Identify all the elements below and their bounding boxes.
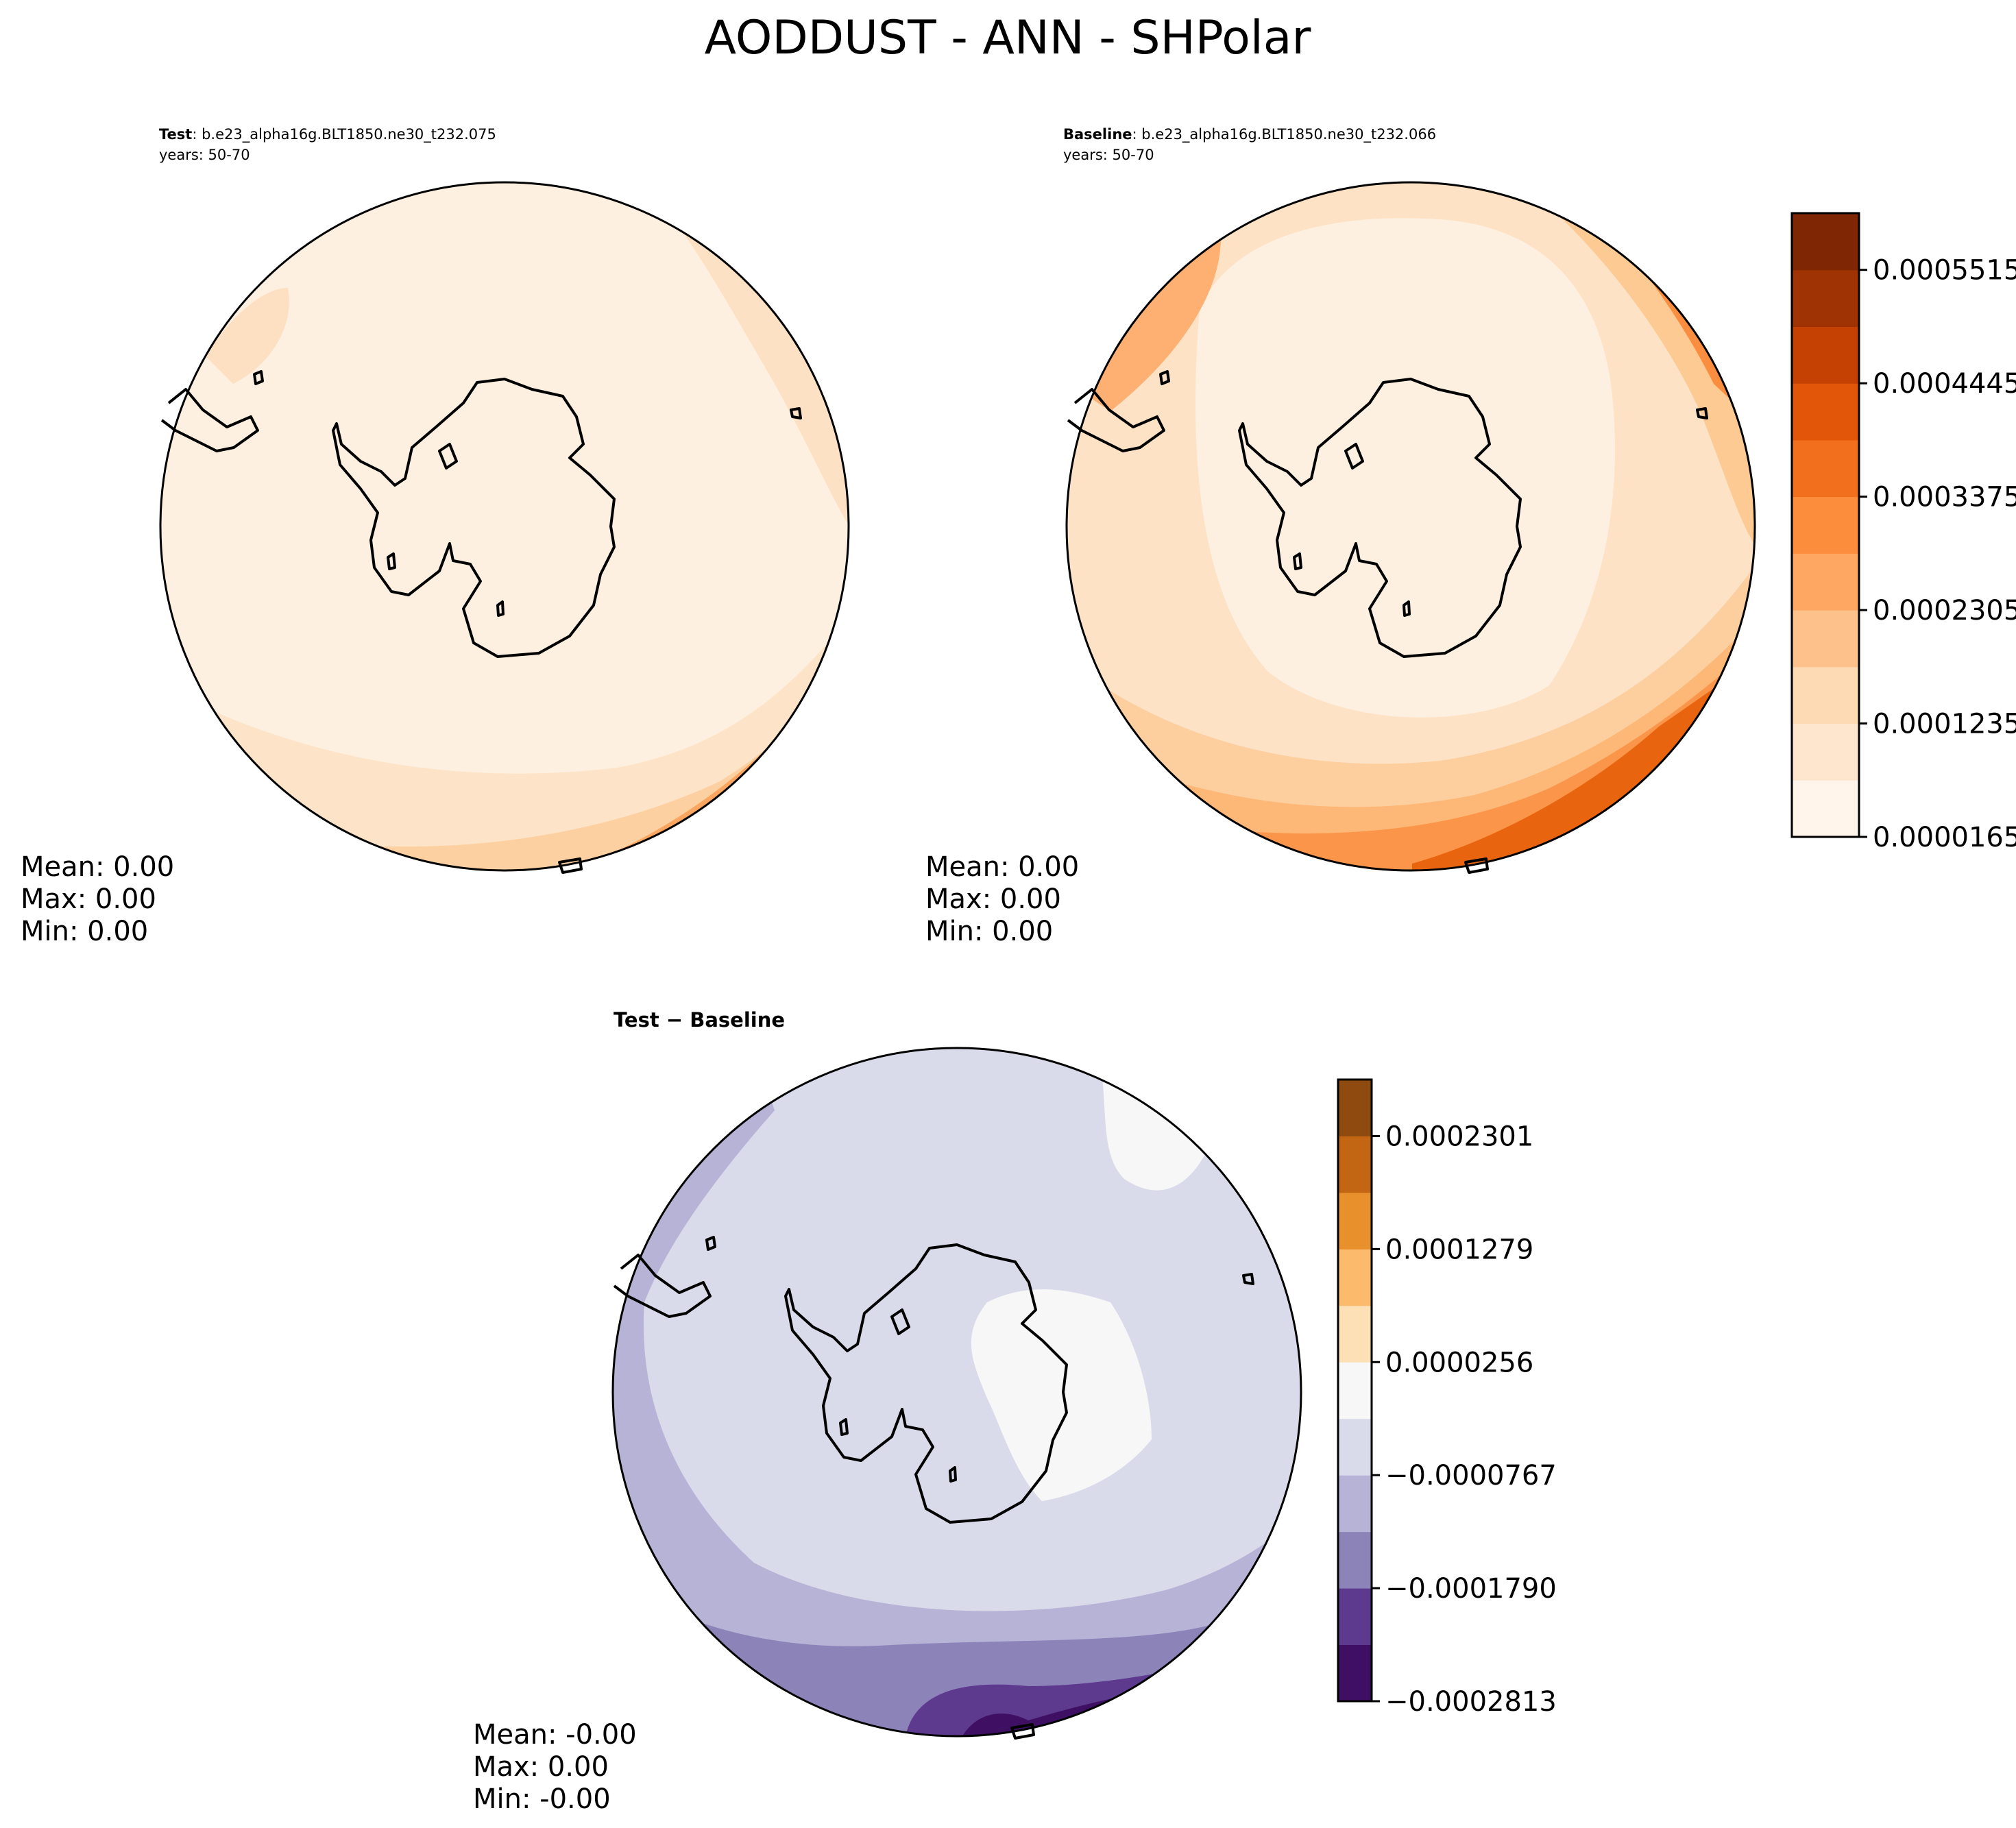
baseline-max: Max: 0.00 [925,883,1061,915]
colorbar-band [1338,1249,1372,1306]
colorbar-band [1792,383,1859,441]
baseline-min: Min: 0.00 [925,916,1053,947]
diff-title-baseline: Baseline [690,1008,785,1032]
test-contour-band [775,182,849,274]
diff-min: Min: -0.00 [473,1783,611,1815]
diff-contour-band [971,1289,1152,1501]
colorbar-band [1792,496,1859,554]
baseline-panel: Baseline: b.e23_alpha16g.BLT1850.ne30_t2… [925,126,1756,947]
baseline-contour-band [1666,182,1755,274]
colorbar-band [1338,1475,1372,1533]
colorbar-band [1792,326,1859,384]
colorbar-tick-label: 0.0000256 [1385,1347,1533,1378]
diff-colorbar-frame [1337,1078,1373,1703]
colorbar-band [1792,269,1859,327]
colorbar-tick-label: 0.0002301 [1385,1121,1533,1152]
colorbar-tick-label: −0.0002813 [1385,1686,1557,1718]
baseline-separator: : [1132,126,1142,143]
test-panel-title: Test: b.e23_alpha16g.BLT1850.ne30_t232.0… [159,126,496,143]
colorbar-band [1338,1362,1372,1419]
diff-colorbar: −0.0002813 −0.0001790 −0.0000767 0.0000256 0… [1337,1078,1557,1718]
diff-map [611,1047,1302,1740]
diff-map-boundary [611,1047,1302,1738]
baseline-map [1065,181,1756,874]
colorbar-tick-label: 0.0003375 [1873,482,2016,513]
colorbar-band [1338,1644,1372,1702]
baseline-label: Baseline [1063,126,1132,143]
diff-colorbar-bands [1338,1080,1372,1702]
colorbar-tick-label: −0.0001790 [1385,1573,1557,1605]
main-colorbar-frame [1790,212,1860,838]
test-map-boundary [159,181,850,872]
colorbar-band [1338,1531,1372,1589]
figure-title: AODDUST - ANN - SHPolar [705,11,1311,65]
diff-title-test: Test [614,1008,659,1032]
test-panel: Test: b.e23_alpha16g.BLT1850.ne30_t232.0… [21,126,850,947]
test-min: Min: 0.00 [21,916,148,947]
test-max: Max: 0.00 [21,883,156,915]
diff-title-minus: − [659,1008,690,1032]
test-case-name: b.e23_alpha16g.BLT1850.ne30_t232.075 [202,126,496,143]
colorbar-tick-label: 0.0001235 [1873,709,2016,740]
colorbar-band [1338,1305,1372,1363]
colorbar-tick-label: 0.0002305 [1873,595,2016,626]
colorbar-band [1792,610,1859,668]
baseline-contour-band [1195,218,1615,718]
baseline-mean: Mean: 0.00 [925,851,1079,883]
test-separator: : [192,126,202,143]
colorbar-tick-label: 0.0000165 [1873,822,2016,853]
colorbar-band [1338,1136,1372,1193]
colorbar-band [1792,213,1859,271]
main-colorbar: 0.0000165 0.0001235 0.0002305 0.0003375 0.00… [1790,212,2016,853]
colorbar-band [1792,439,1859,498]
main-colorbar-ticks: 0.0000165 0.0001235 0.0002305 0.0003375 0.00… [1859,255,2016,853]
colorbar-tick-label: −0.0000767 [1385,1460,1557,1491]
diff-mean: Mean: -0.00 [473,1719,637,1751]
diff-panel: Test − Baseline Mean: -0.00 Max: 0.00 Mi… [473,1008,1302,1815]
colorbar-band [1338,1080,1372,1136]
diff-colorbar-ticks: −0.0002813 −0.0001790 −0.0000767 0.0000256 0… [1372,1121,1557,1718]
colorbar-band [1792,666,1859,724]
diff-max: Max: 0.00 [473,1751,609,1783]
colorbar-band [1792,723,1859,781]
test-label: Test [159,126,192,143]
colorbar-band [1338,1418,1372,1476]
baseline-panel-title: Baseline: b.e23_alpha16g.BLT1850.ne30_t2… [1063,126,1436,143]
colorbar-band [1792,780,1859,838]
test-years: years: 50-70 [159,147,250,163]
colorbar-band [1338,1588,1372,1646]
baseline-years: years: 50-70 [1063,147,1154,163]
colorbar-tick-label: 0.0001279 [1385,1234,1533,1265]
colorbar-band [1338,1192,1372,1250]
baseline-map-boundary [1065,181,1756,872]
test-map [159,181,850,874]
test-mean: Mean: 0.00 [21,851,174,883]
colorbar-tick-label: 0.0005515 [1873,255,2016,287]
colorbar-band [1792,553,1859,611]
diff-panel-title: Test − Baseline [614,1008,785,1032]
test-contour-band [206,288,289,384]
colorbar-tick-label: 0.0004445 [1873,368,2016,400]
baseline-case-name: b.e23_alpha16g.BLT1850.ne30_t232.066 [1141,126,1436,143]
main-colorbar-bands [1792,213,1859,838]
